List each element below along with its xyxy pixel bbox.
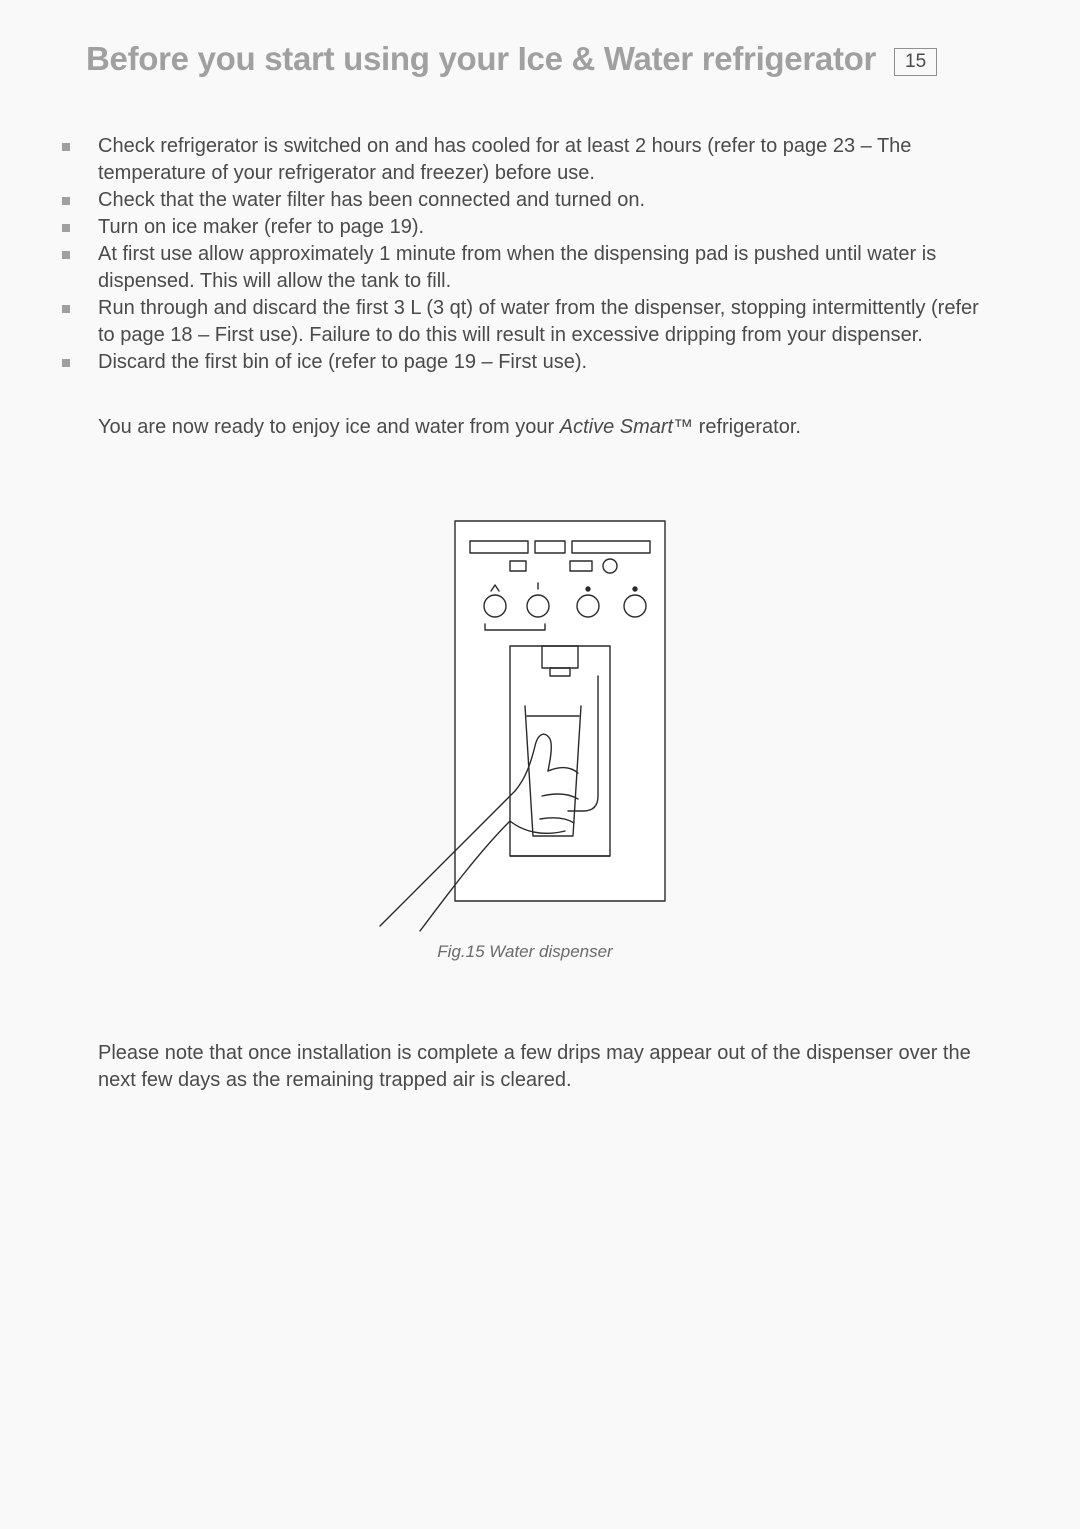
list-item: Discard the first bin of ice (refer to p… <box>60 349 990 376</box>
trademark-symbol: ™ <box>673 416 693 438</box>
text: refrigerator. <box>693 416 801 438</box>
instruction-list: Check refrigerator is switched on and ha… <box>60 133 990 376</box>
note-paragraph: Please note that once installation is co… <box>60 1040 990 1094</box>
ready-paragraph: You are now ready to enjoy ice and water… <box>60 414 990 441</box>
figure: Fig.15 Water dispenser <box>60 511 990 962</box>
figure-caption: Fig.15 Water dispenser <box>60 942 990 962</box>
list-item: Run through and discard the first 3 L (3… <box>60 295 990 349</box>
list-item: Check refrigerator is switched on and ha… <box>60 133 990 187</box>
page-header: Before you start using your Ice & Water … <box>86 40 990 78</box>
manual-page: Before you start using your Ice & Water … <box>0 0 1080 1529</box>
page-number: 15 <box>894 48 937 76</box>
text: You are now ready to enjoy ice and water… <box>98 416 560 438</box>
page-title: Before you start using your Ice & Water … <box>86 40 876 78</box>
list-item: Turn on ice maker (refer to page 19). <box>60 214 990 241</box>
brand-name: Active Smart <box>560 416 673 438</box>
water-dispenser-illustration <box>360 511 690 941</box>
list-item: At first use allow approximately 1 minut… <box>60 241 990 295</box>
list-item: Check that the water filter has been con… <box>60 187 990 214</box>
